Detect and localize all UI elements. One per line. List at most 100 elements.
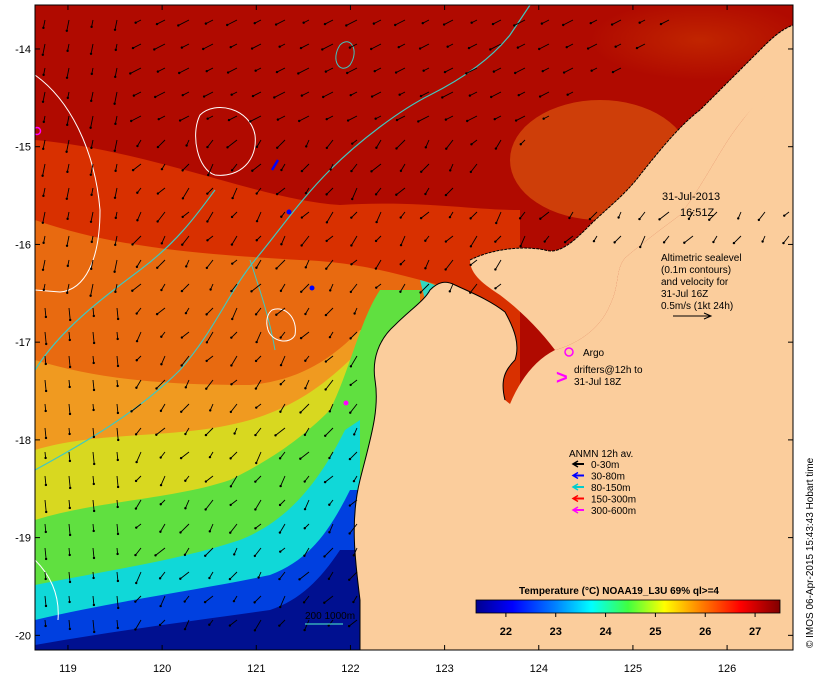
x-tick-label: 123: [435, 663, 453, 675]
velocity-arrow: [132, 163, 142, 171]
velocity-arrow: [116, 619, 119, 629]
velocity-arrow-head: [92, 314, 95, 318]
velocity-arrow: [466, 115, 478, 122]
velocity-arrow-head: [565, 45, 568, 49]
velocity-arrow: [514, 67, 526, 74]
velocity-arrow: [445, 187, 454, 196]
velocity-arrow: [230, 499, 238, 506]
velocity-arrow-head: [732, 241, 736, 245]
velocity-arrow: [254, 619, 262, 631]
velocity-arrow-head: [494, 287, 497, 290]
velocity-arrow: [42, 259, 46, 270]
velocity-arrow: [519, 211, 526, 219]
velocity-arrow: [493, 67, 502, 73]
velocity-arrow: [540, 211, 550, 220]
velocity-arrow: [400, 283, 406, 292]
velocity-arrow-head: [66, 123, 69, 127]
velocity-arrow-head: [395, 147, 398, 150]
velocity-arrow: [114, 67, 118, 77]
velocity-arrow-head: [349, 411, 352, 414]
velocity-arrow-head: [68, 432, 71, 436]
velocity-arrow-head: [116, 532, 120, 536]
velocity-arrow: [300, 43, 310, 49]
velocity-arrow-head: [588, 217, 592, 221]
velocity-arrow: [116, 307, 119, 319]
velocity-arrow: [92, 379, 95, 390]
colorbar-ticks: 22 23 24 25 26 27: [500, 613, 761, 638]
velocity-arrow: [351, 211, 358, 218]
velocity-arrow: [116, 523, 119, 534]
velocity-arrow-head: [448, 215, 452, 219]
velocity-arrow: [132, 283, 142, 292]
velocity-arrow: [425, 139, 430, 148]
velocity-arrow-head: [279, 410, 282, 413]
velocity-arrow: [279, 619, 286, 626]
velocity-arrow-head: [68, 533, 72, 537]
velocity-arrow-head: [44, 557, 48, 561]
velocity-arrow-head: [302, 601, 306, 604]
velocity-arrow: [92, 619, 95, 632]
velocity-arrow-head: [495, 221, 498, 225]
velocity-arrow: [304, 499, 310, 510]
velocity-arrow-head: [113, 28, 117, 32]
velocity-arrow-head: [206, 239, 209, 242]
velocity-arrow: [136, 331, 142, 342]
velocity-arrow-head: [68, 338, 71, 342]
velocity-arrow-head: [279, 605, 282, 609]
coastline-north: [469, 24, 793, 261]
anmn-legend-arrowhead: [571, 506, 579, 514]
velocity-arrow: [351, 235, 358, 246]
velocity-arrow: [349, 451, 358, 460]
velocity-arrow-head: [255, 340, 258, 344]
velocity-arrow-head: [278, 624, 281, 627]
mooring-arrow-blue: [270, 159, 280, 171]
velocity-arrow: [256, 259, 262, 268]
velocity-arrow: [90, 43, 94, 54]
isobath-contour-inner: [249, 259, 276, 351]
velocity-arrow: [156, 259, 166, 269]
velocity-arrow-head: [346, 119, 350, 122]
velocity-arrow-head: [160, 335, 163, 338]
velocity-arrow-head: [348, 578, 351, 581]
velocity-arrow: [68, 475, 71, 488]
velocity-arrow: [396, 187, 406, 196]
velocity-arrow-head: [226, 71, 230, 74]
velocity-arrow: [66, 67, 70, 78]
velocity-arrow-head: [254, 69, 257, 72]
velocity-arrow-head: [250, 47, 254, 50]
velocity-arrow: [733, 235, 742, 244]
velocity-arrow-head: [708, 218, 711, 221]
velocity-arrow: [659, 211, 670, 220]
velocity-arrow: [280, 475, 286, 487]
velocity-arrow-head: [273, 96, 276, 99]
velocity-arrow-head: [324, 70, 328, 73]
velocity-arrow-head: [116, 364, 120, 368]
velocity-arrow-head: [135, 581, 138, 585]
velocity-arrow: [90, 283, 94, 296]
velocity-arrow: [373, 19, 382, 25]
velocity-arrow: [181, 283, 190, 292]
velocity-arrow: [130, 67, 142, 74]
velocity-arrow-head: [249, 120, 252, 123]
velocity-arrow-head: [180, 364, 183, 367]
velocity-arrow: [182, 163, 190, 171]
anmn-legend-label: 300-600m: [591, 506, 636, 517]
velocity-arrow: [255, 379, 262, 389]
velocity-arrow-head: [513, 24, 516, 27]
velocity-arrow: [157, 187, 166, 194]
velocity-arrow-head: [68, 486, 72, 490]
velocity-arrow-head: [184, 479, 187, 482]
velocity-arrow: [130, 115, 142, 122]
velocity-arrow-head: [614, 45, 617, 48]
velocity-arrow-head: [348, 532, 351, 535]
velocity-arrow-head: [399, 290, 402, 293]
velocity-arrow: [329, 403, 334, 412]
velocity-arrow-head: [712, 240, 715, 244]
velocity-arrow: [301, 91, 310, 97]
velocity-arrow-head: [257, 576, 260, 579]
velocity-arrow-head: [300, 169, 304, 173]
velocity-arrow-head: [255, 406, 258, 409]
velocity-arrow-head: [227, 118, 231, 122]
velocity-arrow-head: [299, 336, 303, 340]
